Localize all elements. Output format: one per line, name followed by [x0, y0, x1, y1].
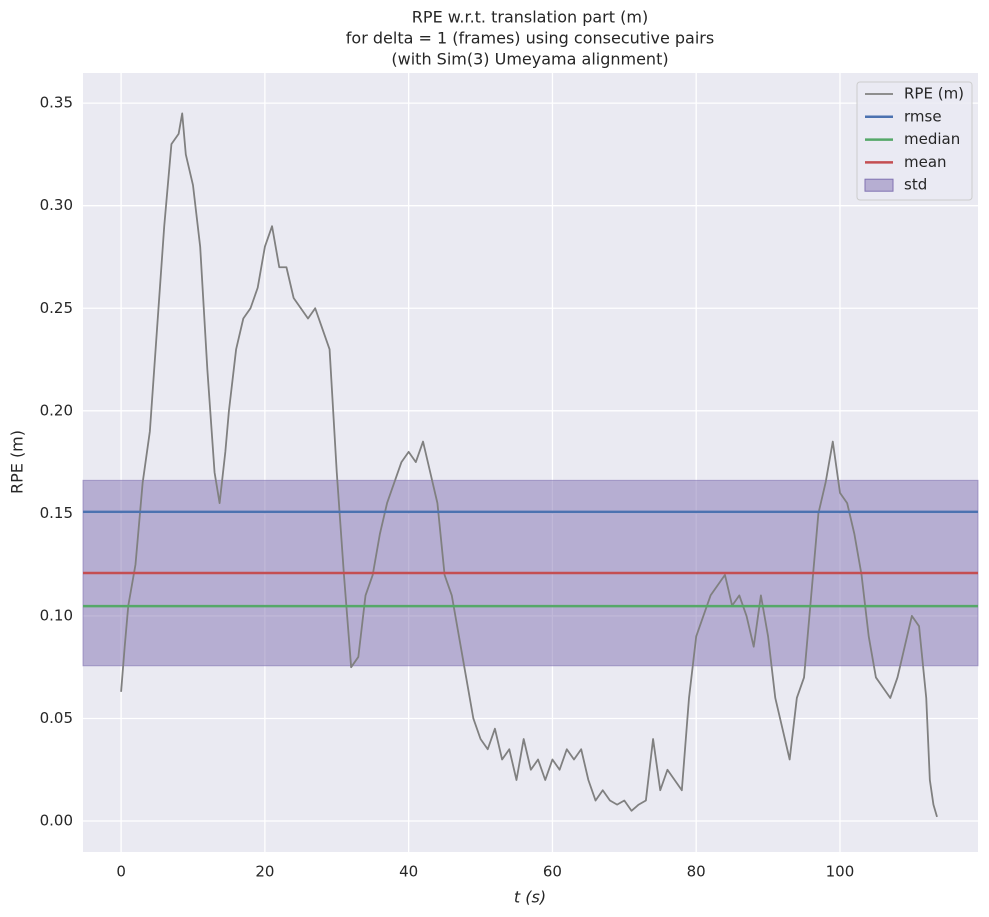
y-tick-label: 0.05: [40, 709, 73, 727]
chart-title: RPE w.r.t. translation part (m): [412, 8, 648, 27]
legend-box: [856, 81, 973, 201]
y-tick-label: 0.30: [40, 196, 73, 214]
x-tick-label: 40: [399, 863, 418, 881]
series-line: [120, 112, 938, 818]
legend-label: rmse: [904, 107, 942, 125]
y-tick-label: 0.35: [40, 94, 73, 112]
y-tick-label: 0.15: [40, 504, 73, 522]
chart-title: (with Sim(3) Umeyama alignment): [391, 50, 668, 69]
y-tick-label: 0.10: [40, 606, 73, 624]
legend-label: RPE (m): [904, 85, 964, 103]
legend-label: median: [904, 130, 960, 148]
x-tick-label: 20: [255, 863, 274, 881]
legend-swatch: [864, 178, 894, 192]
y-tick-label: 0.25: [40, 299, 73, 317]
plot-area: [83, 73, 978, 852]
x-tick-label: 80: [687, 863, 706, 881]
y-tick-label: 0.20: [40, 401, 73, 419]
x-tick-label: 60: [543, 863, 562, 881]
x-tick-label: 100: [826, 863, 855, 881]
legend-label: mean: [904, 153, 947, 171]
chart-title: for delta = 1 (frames) using consecutive…: [346, 29, 714, 48]
x-tick-label: 0: [116, 863, 126, 881]
y-tick-label: 0.00: [40, 812, 73, 830]
x-axis-label: t (s): [514, 888, 546, 907]
legend-label: std: [904, 176, 927, 194]
y-axis-label: RPE (m): [8, 430, 27, 494]
